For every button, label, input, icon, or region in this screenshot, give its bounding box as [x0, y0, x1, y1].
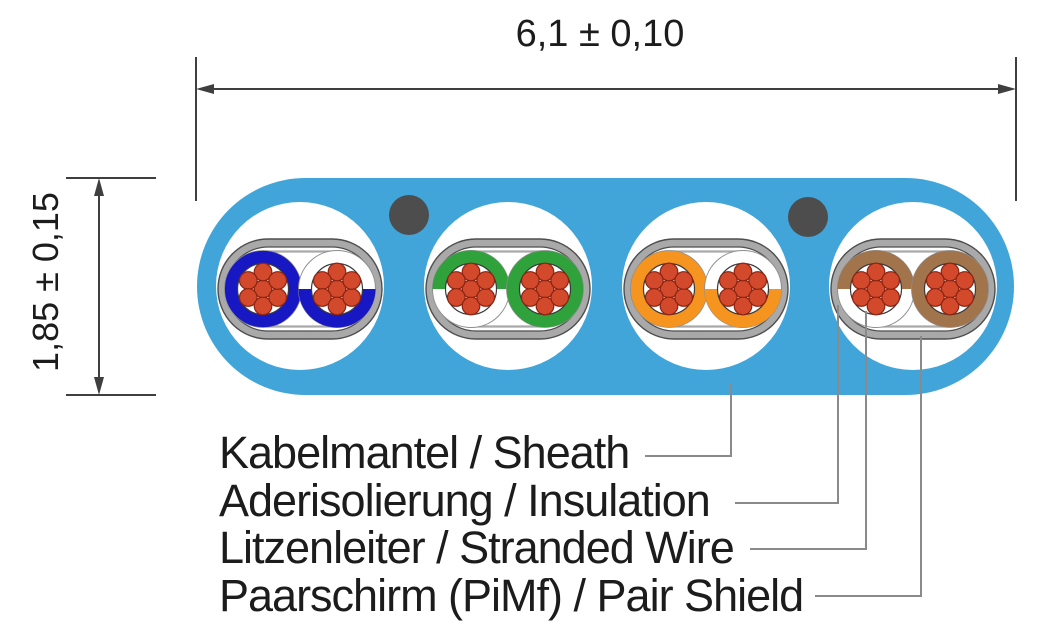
drain-wire-1 [389, 195, 429, 235]
leader-insulation [735, 305, 839, 504]
label-pair-shield: Paarschirm (PiMf) / Pair Shield [219, 569, 804, 621]
leader-pair-shield [815, 336, 922, 597]
label-sheath: Kabelmantel / Sheath [219, 427, 630, 478]
wire-pair-blue [216, 237, 384, 341]
wire-pair-brown [829, 237, 997, 341]
drain-wire-2 [788, 197, 828, 237]
callout-labels: Kabelmantel / Sheath Aderisolierung / In… [219, 427, 804, 621]
wire-white-orange [705, 251, 782, 328]
wire-green [507, 251, 584, 328]
arrowhead-down [94, 377, 104, 395]
wire-white-blue [299, 251, 376, 328]
leader-stranded-wire [750, 311, 867, 550]
label-stranded-wire: Litzenleiter / Stranded Wire [219, 522, 735, 573]
arrowhead-up [94, 178, 104, 196]
arrowhead-right [998, 84, 1016, 94]
wire-white-brown [838, 251, 915, 328]
height-dimension [66, 177, 156, 396]
wire-orange [631, 251, 708, 328]
wire-pair-orange [622, 237, 790, 341]
height-dimension-label: 1,85 ± 0,15 [25, 192, 66, 372]
wire-blue [225, 251, 302, 328]
width-dimension-label: 6,1 ± 0,10 [515, 13, 685, 55]
wire-white-green [433, 251, 510, 328]
leader-sheath [645, 384, 732, 457]
wire-pair-green [424, 237, 592, 341]
wire-brown [912, 251, 989, 328]
label-insulation: Aderisolierung / Insulation [219, 474, 711, 526]
arrowhead-left [196, 84, 214, 94]
width-dimension [195, 57, 1017, 201]
